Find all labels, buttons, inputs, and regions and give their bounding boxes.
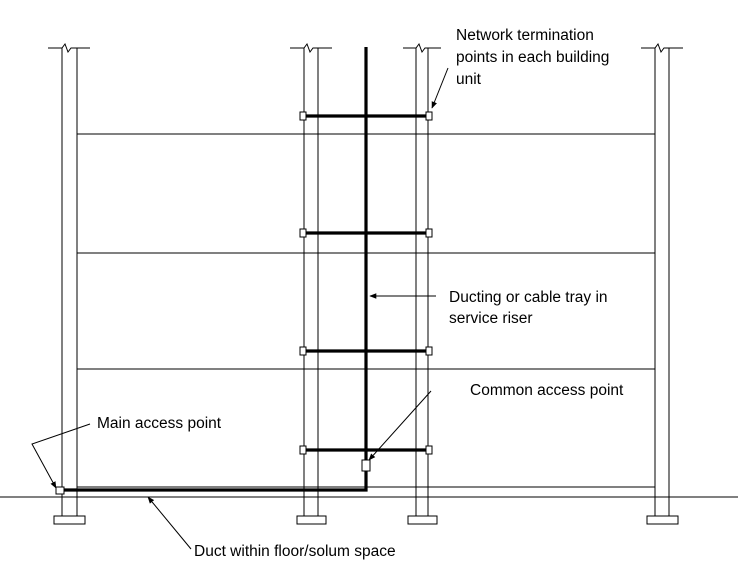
duct-within-floor-label: Duct within floor/solum space — [194, 543, 396, 560]
network-termination-label-line2: points in each building — [456, 49, 609, 66]
column-riser-left — [290, 42, 332, 525]
duct-within-floor-leader — [147, 496, 192, 550]
ducting-label-line1: Ducting or cable tray in — [449, 289, 608, 306]
main-access-point-label: Main access point — [97, 415, 222, 432]
column-left — [48, 42, 90, 525]
column-riser-right — [403, 42, 441, 525]
network-termination-leader — [431, 67, 449, 109]
main-access-point-box — [55, 486, 65, 495]
common-access-point-label: Common access point — [470, 382, 624, 399]
column-right — [641, 42, 683, 525]
ducting-label-line2: service riser — [449, 310, 533, 327]
network-termination-label-line1: Network termination — [456, 27, 594, 44]
common-access-point-leader — [368, 390, 432, 461]
riser-duct — [60, 47, 368, 492]
main-access-point-leader — [31, 423, 91, 489]
floor-distribution-cables — [304, 114, 428, 452]
network-termination-label-line3: unit — [456, 71, 482, 88]
network-termination-points — [299, 111, 433, 455]
common-access-point-box — [361, 459, 371, 472]
